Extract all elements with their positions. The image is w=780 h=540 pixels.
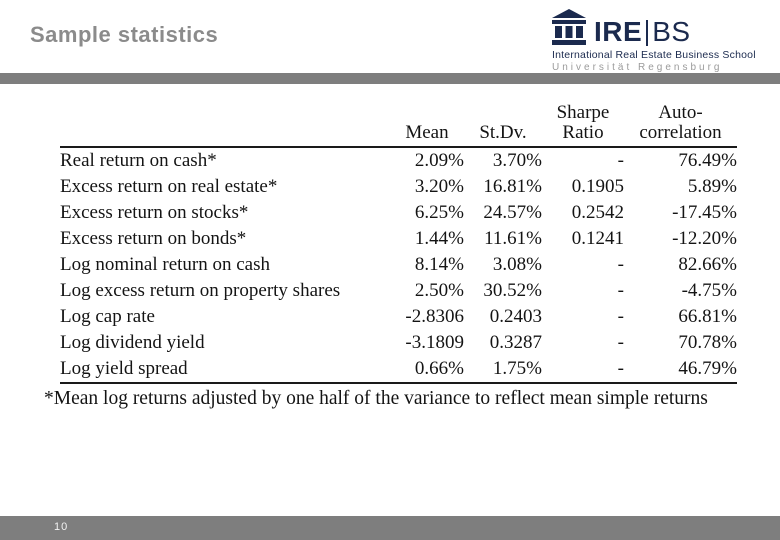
table-body: Real return on cash* 2.09% 3.70% - 76.49… (60, 147, 737, 383)
cell-sharpe: 0.1905 (571, 176, 624, 197)
cell-mean: 1.44% (414, 228, 464, 249)
logo-separator-bar (646, 20, 649, 46)
page-number: 10 (54, 521, 69, 533)
cell-stdv: 11.61% (484, 228, 542, 249)
cell-sharpe: 0.2542 (571, 202, 624, 223)
cell-stdv: 1.75% (492, 358, 542, 379)
cell-stdv: 3.08% (492, 254, 542, 275)
table-row: Excess return on real estate* 3.20% 16.8… (60, 174, 737, 200)
header-divider-bar (0, 73, 780, 84)
table-row: Real return on cash* 2.09% 3.70% - 76.49… (60, 147, 737, 174)
table-header-row: Mean St.Dv. Sharpe Ratio Auto- correlati… (60, 94, 737, 147)
cell-autocorrelation: 46.79% (678, 358, 737, 379)
header-cell-autocorrelation: Auto- correlation (624, 94, 737, 147)
cell-label: Excess return on real estate* (60, 176, 278, 197)
logo-subtitle: International Real Estate Business Schoo… (552, 49, 756, 61)
cell-label: Excess return on bonds* (60, 228, 247, 249)
classical-building-icon (552, 9, 586, 46)
irebs-logo: IRE BS International Real Estate Busines… (552, 8, 772, 73)
cell-autocorrelation: -4.75% (681, 280, 737, 301)
cell-label: Real return on cash* (60, 150, 217, 171)
cell-sharpe: - (617, 254, 624, 275)
header-cell-label (60, 94, 390, 147)
cell-label: Excess return on stocks* (60, 202, 249, 223)
logo-acronym-ire: IRE (594, 16, 643, 48)
footer-bar (0, 516, 780, 540)
cell-autocorrelation: 82.66% (678, 254, 737, 275)
header-auto-line2: correlation (639, 122, 722, 143)
cell-autocorrelation: 5.89% (687, 176, 737, 197)
page-title: Sample statistics (30, 22, 219, 47)
table-row: Log dividend yield -3.1809 0.3287 - 70.7… (60, 330, 737, 356)
cell-mean: 0.66% (414, 358, 464, 379)
table-row: Log excess return on property shares 2.5… (60, 278, 737, 304)
cell-label: Log yield spread (60, 358, 188, 379)
logo-university: Universität Regensburg (552, 62, 723, 73)
cell-mean: 6.25% (414, 202, 464, 223)
header-cell-sharpe-ratio: Sharpe Ratio (542, 94, 624, 147)
cell-mean: -3.1809 (405, 332, 464, 353)
cell-stdv: 24.57% (483, 202, 542, 223)
cell-label: Log excess return on property shares (60, 280, 341, 301)
cell-mean: -2.8306 (405, 306, 464, 327)
header-cell-stdv: St.Dv. (479, 122, 527, 143)
cell-mean: 3.20% (414, 176, 464, 197)
logo-acronym: IRE BS (594, 16, 691, 48)
statistics-table-container: Mean St.Dv. Sharpe Ratio Auto- correlati… (60, 94, 737, 384)
cell-sharpe: - (617, 280, 624, 301)
cell-sharpe: 0.1241 (571, 228, 624, 249)
cell-autocorrelation: 70.78% (678, 332, 737, 353)
cell-autocorrelation: 76.49% (678, 150, 737, 171)
header-sharpe-line2: Ratio (562, 122, 604, 143)
cell-stdv: 16.81% (483, 176, 542, 197)
logo-acronym-bs: BS (652, 16, 691, 48)
table-row: Log yield spread 0.66% 1.75% - 46.79% (60, 356, 737, 383)
statistics-table: Mean St.Dv. Sharpe Ratio Auto- correlati… (60, 94, 737, 384)
cell-stdv: 3.70% (492, 150, 542, 171)
cell-mean: 2.50% (414, 280, 464, 301)
cell-autocorrelation: -17.45% (672, 202, 737, 223)
table-row: Log nominal return on cash 8.14% 3.08% -… (60, 252, 737, 278)
cell-mean: 2.09% (414, 150, 464, 171)
cell-autocorrelation: -12.20% (672, 228, 737, 249)
cell-autocorrelation: 66.81% (678, 306, 737, 327)
table-row: Log cap rate -2.8306 0.2403 - 66.81% (60, 304, 737, 330)
table-header: Mean St.Dv. Sharpe Ratio Auto- correlati… (60, 94, 737, 147)
cell-sharpe: - (617, 332, 624, 353)
header-auto-line1: Auto- (658, 102, 703, 123)
cell-stdv: 0.2403 (489, 306, 542, 327)
table-row: Excess return on stocks* 6.25% 24.57% 0.… (60, 200, 737, 226)
cell-mean: 8.14% (414, 254, 464, 275)
logo-top-row: IRE BS (552, 8, 772, 46)
header-sharpe-line1: Sharpe (556, 102, 610, 123)
cell-label: Log cap rate (60, 306, 155, 327)
cell-label: Log nominal return on cash (60, 254, 271, 275)
cell-stdv: 30.52% (483, 280, 542, 301)
header-cell-mean: Mean (405, 122, 449, 143)
cell-stdv: 0.3287 (489, 332, 542, 353)
cell-sharpe: - (617, 358, 624, 379)
cell-sharpe: - (617, 150, 624, 171)
cell-sharpe: - (617, 306, 624, 327)
table-row: Excess return on bonds* 1.44% 11.61% 0.1… (60, 226, 737, 252)
table-footnote: *Mean log returns adjusted by one half o… (44, 388, 708, 409)
cell-label: Log dividend yield (60, 332, 205, 353)
